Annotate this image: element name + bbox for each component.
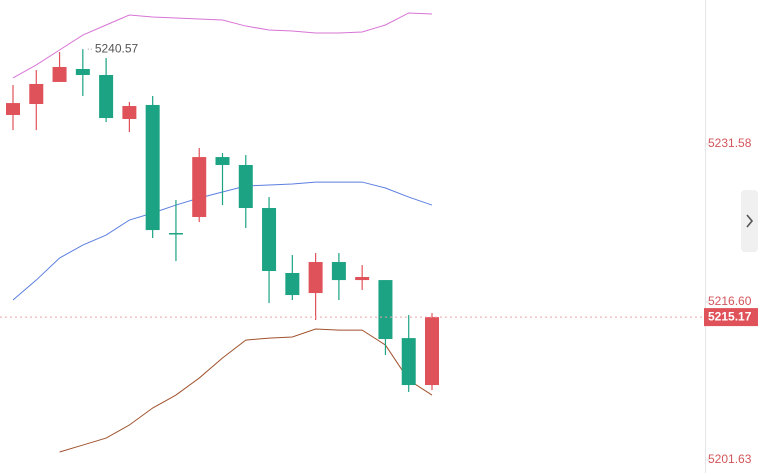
y-tick-label: 5216.60 bbox=[708, 294, 752, 308]
y-tick-label: 5201.63 bbox=[708, 452, 752, 466]
side-tab-bg[interactable] bbox=[741, 190, 758, 252]
band-line bbox=[59, 328, 433, 453]
band-line bbox=[12, 12, 433, 79]
candle-body bbox=[6, 103, 20, 115]
candle-body bbox=[168, 233, 183, 235]
candle-body bbox=[308, 262, 323, 294]
candle-body bbox=[378, 280, 393, 340]
candle-body bbox=[355, 277, 370, 281]
last-price-box bbox=[704, 308, 758, 327]
candle-body bbox=[262, 208, 277, 271]
candle-body bbox=[331, 262, 346, 281]
side-tab[interactable] bbox=[741, 190, 758, 252]
candle-body bbox=[75, 68, 90, 76]
candle-body bbox=[238, 164, 253, 209]
candle-body bbox=[192, 157, 207, 217]
y-tick-label: 5231.58 bbox=[708, 136, 752, 150]
candle-body bbox=[52, 66, 67, 82]
candle-body bbox=[145, 104, 160, 231]
candle-body bbox=[29, 83, 44, 105]
candle-body bbox=[425, 317, 439, 386]
side-tab-arrow[interactable] bbox=[746, 214, 754, 228]
high-annotation: 5240.57 bbox=[95, 41, 139, 55]
candle-body bbox=[215, 157, 230, 165]
candle-body bbox=[285, 272, 300, 296]
candle-body bbox=[122, 106, 137, 119]
candle-body bbox=[401, 338, 416, 386]
last-price-label: 5215.17 bbox=[708, 309, 752, 323]
candle-body bbox=[99, 75, 114, 119]
